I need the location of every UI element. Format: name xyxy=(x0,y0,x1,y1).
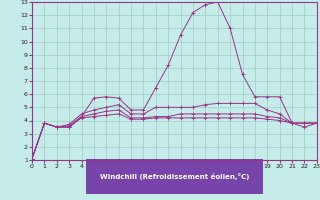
X-axis label: Windchill (Refroidissement éolien,°C): Windchill (Refroidissement éolien,°C) xyxy=(100,173,249,180)
